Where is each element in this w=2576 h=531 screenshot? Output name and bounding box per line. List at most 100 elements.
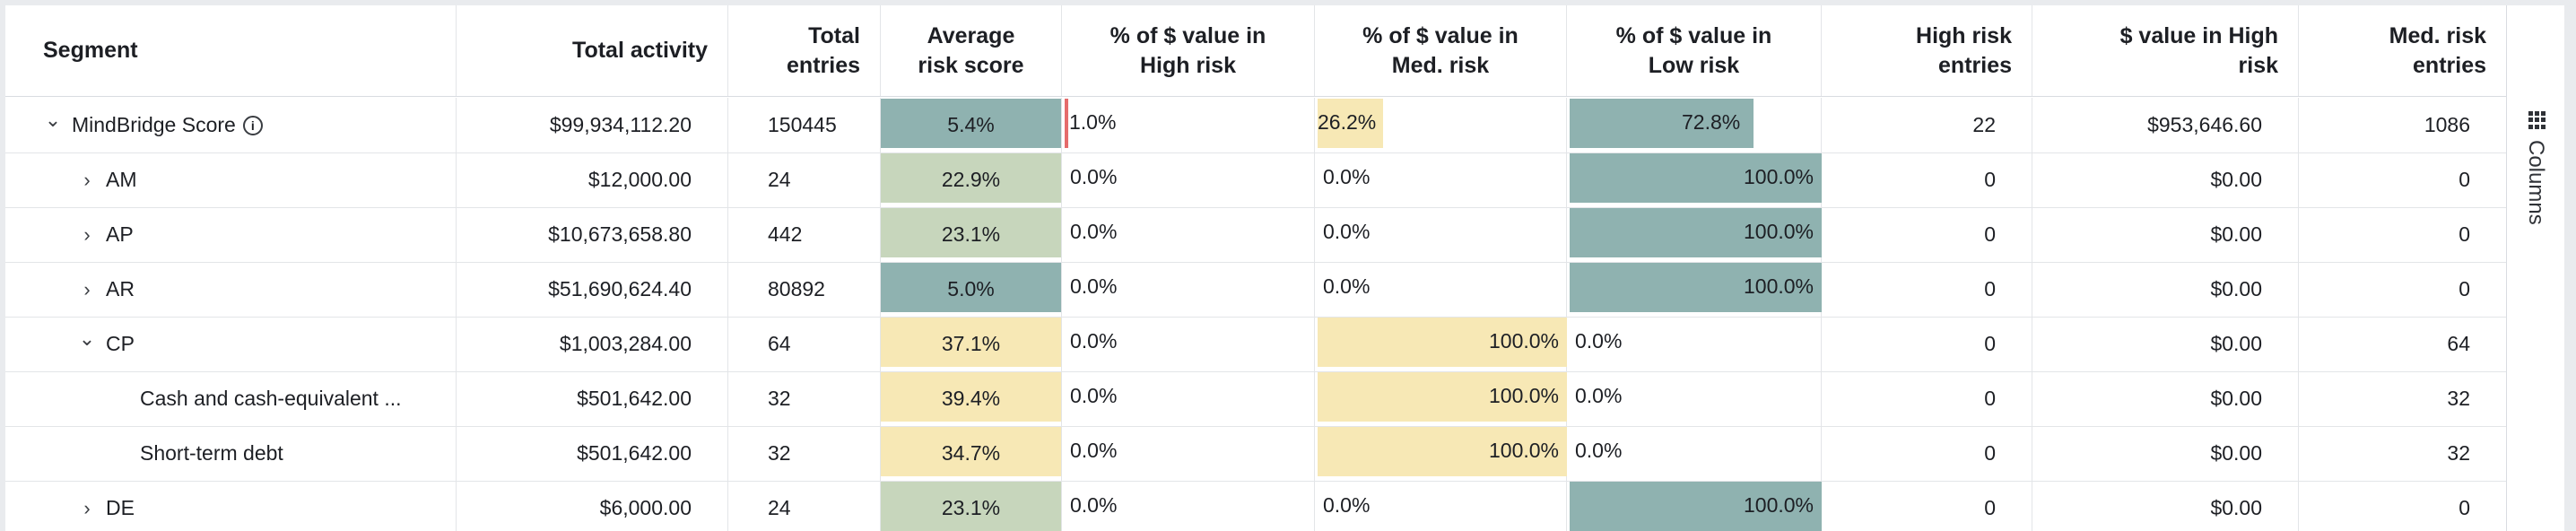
table-row[interactable]: › AP $10,673,658.80 442 23.1% 0.0% 0.0% 100.0% 0… <box>5 207 2506 263</box>
total-activity: $501,642.00 <box>577 441 692 465</box>
table-row[interactable]: › AM $12,000.00 24 22.9% 0.0% 0.0% 100.0% 0 $0.00… <box>5 152 2506 208</box>
pct-med-value: 0.0% <box>1323 165 1371 188</box>
high-entries: 0 <box>1984 496 1996 519</box>
chevron-down-icon[interactable]: ⌄ <box>78 326 96 350</box>
chevron-right-icon[interactable]: › <box>83 222 91 246</box>
total-activity: $501,642.00 <box>577 387 692 410</box>
total-entries: 80892 <box>768 277 825 300</box>
table-row[interactable]: Short-term debt $501,642.00 32 34.7% 0.0% 100… <box>5 426 2506 482</box>
total-entries: 24 <box>768 496 791 519</box>
header-high-entries-line1: High risk <box>1916 22 2012 48</box>
cell-pct-high: 0.0% <box>1062 317 1315 371</box>
columns-side-panel[interactable]: Columns <box>2506 5 2564 531</box>
pct-low-value: 100.0% <box>1743 493 1814 517</box>
cell-segment: › AR <box>5 262 457 317</box>
chevron-right-icon[interactable]: › <box>83 496 91 519</box>
header-total-entries[interactable]: Total entries <box>728 5 881 96</box>
cell-pct-low: 0.0% <box>1567 317 1822 371</box>
cell-pct-med: 0.0% <box>1315 262 1567 317</box>
chevron-right-icon[interactable]: › <box>83 168 91 191</box>
chevron-right-icon[interactable]: › <box>83 277 91 300</box>
total-activity: $51,690,624.40 <box>548 277 692 300</box>
value-high: $0.00 <box>2210 387 2262 410</box>
chevron-down-icon[interactable]: ⌄ <box>44 108 62 131</box>
pct-low-value: 0.0% <box>1575 439 1623 462</box>
cell-total-entries: 64 <box>728 317 881 371</box>
cell-value-high: $0.00 <box>2032 371 2299 426</box>
cell-high-entries: 0 <box>1822 426 2032 481</box>
header-pct-high[interactable]: % of $ value in High risk <box>1062 5 1315 96</box>
header-segment[interactable]: Segment <box>5 5 457 96</box>
data-grid: Segment Total activity Total entries Aver… <box>5 5 2506 531</box>
header-pct-low-line1: % of $ value in <box>1615 22 1772 48</box>
pct-high-value: 0.0% <box>1070 274 1118 298</box>
header-med-entries[interactable]: Med. risk entries <box>2299 5 2506 96</box>
avg-risk-value: 23.1% <box>941 222 1001 246</box>
segment-label: CP <box>106 332 135 355</box>
pct-low-value: 100.0% <box>1743 274 1814 298</box>
cell-value-high: $0.00 <box>2032 481 2299 531</box>
header-total-entries-line2: entries <box>787 52 860 78</box>
pct-low-value: 100.0% <box>1743 220 1814 243</box>
cell-high-entries: 0 <box>1822 371 2032 426</box>
cell-pct-high: 0.0% <box>1062 152 1315 207</box>
cell-med-entries: 1086 <box>2299 98 2506 152</box>
high-entries: 0 <box>1984 387 1996 410</box>
avg-risk-value: 39.4% <box>941 387 1001 410</box>
cell-total-activity: $6,000.00 <box>457 481 728 531</box>
table-row[interactable]: › DE $6,000.00 24 23.1% 0.0% 0.0% 100.0% 0 $0.00 0 <box>5 481 2506 531</box>
pct-med-value: 100.0% <box>1488 384 1559 407</box>
total-activity: $1,003,284.00 <box>559 332 692 355</box>
cell-total-activity: $51,690,624.40 <box>457 262 728 317</box>
value-high: $0.00 <box>2210 441 2262 465</box>
header-total-entries-line1: Total <box>808 22 860 48</box>
info-icon[interactable]: i <box>242 115 263 135</box>
header-pct-med-line2: Med. risk <box>1391 52 1490 78</box>
header-high-entries[interactable]: High risk entries <box>1822 5 2032 96</box>
header-pct-low[interactable]: % of $ value in Low risk <box>1567 5 1822 96</box>
cell-value-high: $953,646.60 <box>2032 98 2299 152</box>
pct-med-value: 0.0% <box>1323 274 1371 298</box>
high-entries: 0 <box>1984 277 1996 300</box>
cell-total-activity: $501,642.00 <box>457 426 728 481</box>
cell-pct-med: 100.0% <box>1315 371 1567 426</box>
header-value-high-line2: risk <box>2238 52 2278 78</box>
table-row[interactable]: › AR $51,690,624.40 80892 5.0% 0.0% 0.0% 100.0%… <box>5 262 2506 318</box>
header-total-activity[interactable]: Total activity <box>457 5 728 96</box>
data-grid-frame: Segment Total activity Total entries Aver… <box>5 5 2564 531</box>
segment-label: AP <box>106 222 134 246</box>
header-value-high-line1: $ value in High <box>2119 22 2278 48</box>
table-row[interactable]: Cash and cash-equivalent ... $501,642.00 3… <box>5 371 2506 427</box>
pct-high-value: 0.0% <box>1070 220 1118 243</box>
pct-med-value: 26.2% <box>1318 110 1377 134</box>
total-activity: $10,673,658.80 <box>548 222 692 246</box>
cell-total-entries: 32 <box>728 371 881 426</box>
header-value-high[interactable]: $ value in High risk <box>2032 5 2299 96</box>
cell-pct-high: 0.0% <box>1062 481 1315 531</box>
segment-label: MindBridge Score <box>72 113 236 136</box>
header-pct-med[interactable]: % of $ value in Med. risk <box>1315 5 1567 96</box>
cell-avg-risk: 34.7% <box>881 426 1062 481</box>
table-row[interactable]: ⌄ CP $1,003,284.00 64 37.1% 0.0% 100.0% 0.0% 0 $0… <box>5 317 2506 372</box>
header-pct-high-line1: % of $ value in <box>1110 22 1266 48</box>
cell-med-entries: 32 <box>2299 426 2506 481</box>
grid-icon[interactable] <box>2528 111 2546 129</box>
total-entries: 442 <box>768 222 803 246</box>
header-med-entries-line1: Med. risk <box>2389 22 2486 48</box>
cell-avg-risk: 23.1% <box>881 207 1062 262</box>
cell-total-entries: 150445 <box>728 98 881 152</box>
columns-tab[interactable]: Columns <box>2524 140 2548 225</box>
total-activity: $6,000.00 <box>599 496 692 519</box>
segment-label: Cash and cash-equivalent ... <box>140 387 402 410</box>
header-total-activity-label: Total activity <box>572 38 708 63</box>
pct-low-value: 100.0% <box>1743 165 1814 188</box>
table-row[interactable]: ⌄ MindBridge Score i $99,934,112.20 150445 5.… <box>5 98 2506 153</box>
cell-med-entries: 0 <box>2299 207 2506 262</box>
value-high: $0.00 <box>2210 222 2262 246</box>
cell-segment: ⌄ MindBridge Score i <box>5 98 457 152</box>
header-avg-risk[interactable]: Average risk score <box>881 5 1062 96</box>
cell-value-high: $0.00 <box>2032 317 2299 371</box>
avg-risk-value: 34.7% <box>941 441 1001 465</box>
cell-pct-low: 72.8% <box>1567 98 1822 152</box>
cell-total-activity: $10,673,658.80 <box>457 207 728 262</box>
